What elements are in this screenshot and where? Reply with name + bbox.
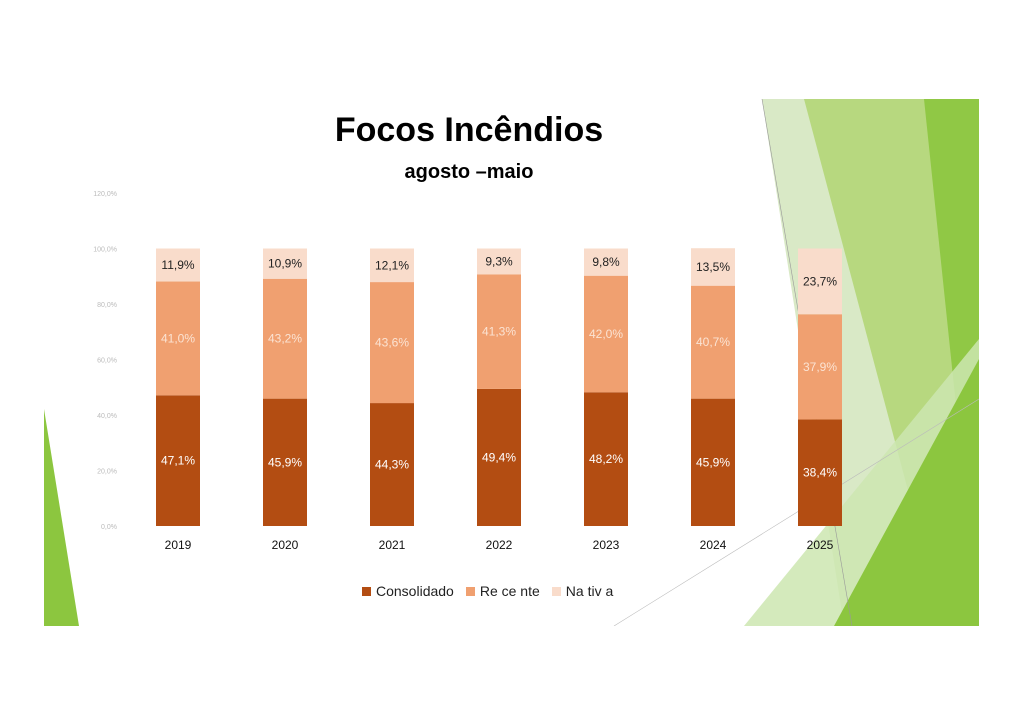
left-green-triangle [44, 409, 79, 626]
bar-nativa-2021 [370, 248, 414, 283]
green-shape-bottom-dark [834, 359, 979, 626]
data-label: 38,4% [803, 466, 837, 480]
legend-swatch [465, 586, 475, 596]
legend-item-nativa: Na tiv a [551, 583, 614, 599]
y-tick-label: 40,0% [97, 413, 117, 420]
green-decoration [44, 99, 979, 626]
chart-title: Focos Incêndios [334, 111, 604, 149]
legend-swatch [362, 586, 371, 596]
x-tick-label: 2024 [700, 538, 727, 552]
data-label: 10,9% [268, 257, 302, 271]
data-label: 42,0% [589, 327, 623, 341]
data-label: 23,7% [803, 274, 837, 288]
data-label: 11,9% [161, 258, 194, 272]
stacked-bar-chart: 0,0% 20,0% 40,0% 60,0% 80,0% 100,0% 120,0% 47,1… [93, 191, 842, 552]
bar-nativa-2019 [156, 248, 200, 282]
x-tick-label: 2022 [486, 538, 513, 552]
bar-consolidado-2022 [477, 388, 521, 526]
bar-nativa-2022 [477, 248, 521, 275]
bar-consolidado-2021 [370, 403, 414, 526]
data-label: 45,9% [268, 455, 302, 469]
x-tick-label: 2023 [593, 538, 620, 552]
bar-consolidado-2024 [691, 398, 735, 526]
bar-consolidado-2019 [156, 395, 200, 526]
data-label: 41,0% [161, 331, 195, 345]
data-label: 44,3% [375, 458, 409, 472]
y-tick-label: 100,0% [93, 247, 117, 254]
x-tick-label: 2021 [379, 538, 406, 552]
bar-recente-2025 [798, 314, 842, 420]
y-tick-label: 80,0% [97, 302, 117, 309]
bar-nativa-2023 [584, 248, 628, 276]
data-label: 48,2% [589, 452, 623, 466]
legend-label: Na tiv a [565, 583, 614, 599]
y-tick-label: 60,0% [97, 358, 117, 365]
bar-consolidado-2023 [584, 392, 628, 526]
chart-subtitle: agosto –maio [404, 161, 534, 183]
bar-recente-2021 [370, 282, 414, 404]
legend: Consolidado Re ce nte Na tiv a [362, 583, 613, 599]
legend-label: Re ce nte [479, 583, 540, 599]
bar-recente-2024 [691, 285, 735, 399]
slide: 0,0% 20,0% 40,0% 60,0% 80,0% 100,0% 120,0% 47,1… [44, 99, 979, 626]
x-tick-label: 2020 [272, 538, 299, 552]
x-tick-label: 2019 [165, 538, 192, 552]
legend-swatch [551, 586, 561, 596]
data-label: 9,3% [485, 254, 513, 268]
bar-recente-2020 [263, 278, 307, 399]
data-label: 43,6% [375, 336, 409, 350]
x-tick-label: 2025 [807, 538, 834, 552]
bar-consolidado-2025 [798, 419, 842, 526]
bar-consolidado-2020 [263, 398, 307, 526]
legend-item-consolidado: Consolidado [362, 583, 454, 599]
bar-nativa-2020 [263, 248, 307, 279]
data-label: 13,5% [696, 260, 730, 274]
bar-nativa-2024 [691, 248, 735, 286]
bar-recente-2023 [584, 275, 628, 393]
y-tick-label: 120,0% [93, 191, 117, 198]
data-label: 40,7% [696, 335, 730, 349]
data-label: 43,2% [268, 332, 302, 346]
data-label: 9,8% [592, 255, 620, 269]
data-label: 47,1% [161, 454, 195, 468]
data-label: 49,4% [482, 450, 516, 464]
legend-label: Consolidado [376, 583, 454, 599]
bar-nativa-2025 [798, 248, 842, 315]
data-label: 12,1% [375, 258, 409, 272]
data-label: 41,3% [482, 325, 516, 339]
bar-recente-2019 [156, 281, 200, 396]
data-label: 45,9% [696, 455, 730, 469]
y-tick-label: 20,0% [97, 469, 117, 476]
legend-item-recente: Re ce nte [465, 583, 540, 599]
y-tick-label: 0,0% [101, 524, 117, 531]
deco-line-2 [613, 398, 979, 626]
data-label: 37,9% [803, 360, 837, 374]
bar-recente-2022 [477, 274, 521, 389]
